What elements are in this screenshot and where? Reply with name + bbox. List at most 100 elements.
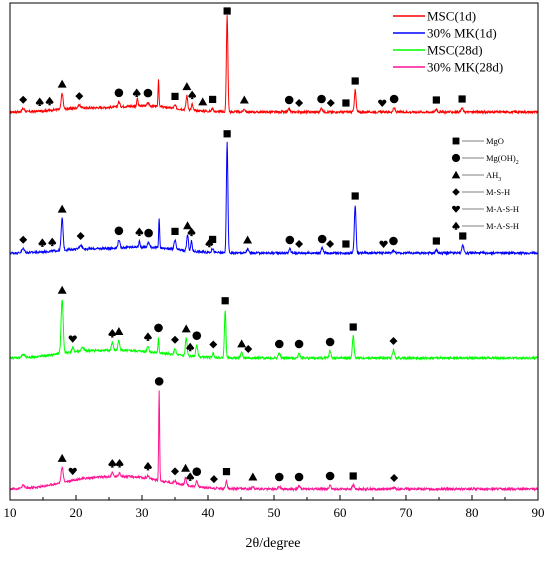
square-marker: [452, 137, 460, 145]
square-marker: [342, 99, 350, 107]
spade-marker: [132, 88, 141, 97]
heart-marker: [68, 467, 77, 476]
triangle-marker: [198, 97, 208, 106]
triangle-marker: [239, 95, 249, 104]
phase-marker-legend: MgO Mg(OH)2 AH3 M-S-H M-A-S-H M-A-S-H: [451, 136, 519, 231]
square-marker: [351, 192, 359, 200]
square-marker: [223, 130, 231, 138]
square-marker: [458, 95, 466, 103]
diamond-marker: [171, 467, 179, 476]
diamond-marker: [295, 98, 304, 107]
phase-legend-entry: Mg(OH)2: [451, 153, 519, 166]
circle-marker: [274, 472, 284, 482]
legend-entry: MSC(28d): [393, 43, 483, 58]
square-marker: [209, 235, 217, 244]
phase-legend-entry: MgO: [452, 136, 504, 146]
phase-legend-label: M-S-H: [486, 187, 510, 197]
diamond-marker: [19, 235, 28, 244]
spade-marker: [48, 237, 57, 247]
legend-entry: 30% MK(28d): [393, 60, 503, 75]
spade-marker: [45, 96, 54, 106]
x-axis-title: 2θ/degree: [246, 536, 301, 551]
circle-marker: [317, 94, 326, 104]
square-marker: [349, 323, 357, 331]
square-marker: [171, 227, 179, 235]
diamond-marker: [452, 188, 460, 196]
heart-marker: [452, 205, 460, 213]
circle-marker: [285, 235, 295, 245]
triangle-marker: [183, 221, 193, 230]
legend-label: 30% MK(1d): [427, 26, 497, 41]
legend-entry: 30% MK(1d): [393, 26, 497, 41]
x-tick-label: 60: [334, 505, 347, 520]
x-tick-label: 90: [532, 505, 545, 520]
triangle-marker: [114, 327, 124, 336]
circle-marker: [144, 228, 153, 238]
phase-legend-entry: M-S-H: [452, 187, 510, 197]
diamond-marker: [19, 95, 28, 104]
series-trace: [9, 390, 539, 493]
diamond-marker: [390, 474, 399, 482]
circle-marker: [325, 471, 335, 481]
triangle-marker: [451, 170, 461, 179]
phase-legend-label: MgO: [486, 136, 504, 146]
diamond-marker: [326, 240, 335, 248]
legend-label: 30% MK(28d): [427, 60, 503, 75]
spade-marker: [115, 458, 124, 468]
series-legend: MSC(1d) 30% MK(1d) MSC(28d) 30% MK(28d): [393, 9, 503, 75]
triangle-marker: [181, 463, 191, 472]
diamond-marker: [326, 99, 335, 107]
square-marker: [171, 92, 179, 100]
square-marker: [459, 232, 467, 240]
circle-marker: [154, 323, 163, 333]
x-tick-label: 10: [4, 505, 17, 520]
series-trace: [9, 299, 539, 361]
square-marker: [432, 96, 440, 104]
heart-marker: [68, 335, 77, 343]
spade-marker: [108, 328, 117, 338]
square-marker: [351, 77, 359, 85]
triangle-marker: [243, 235, 253, 244]
phase-legend-label: AH3: [486, 170, 501, 183]
circle-marker: [294, 472, 304, 482]
square-marker: [209, 95, 217, 104]
legend-label: MSC(28d): [427, 43, 483, 58]
spade-marker: [108, 459, 117, 468]
diamond-marker: [295, 239, 304, 248]
circle-marker: [192, 467, 202, 477]
spade-marker: [452, 221, 460, 230]
square-marker: [222, 468, 231, 476]
series-trace: [9, 15, 539, 115]
phase-legend-label: M-A-S-H: [486, 221, 519, 231]
phase-legend-subscript: 3: [498, 177, 501, 183]
spade-marker: [188, 90, 197, 100]
x-tick-label: 30: [136, 505, 149, 520]
diamond-marker: [75, 92, 84, 101]
x-tick-label: 70: [400, 505, 413, 520]
circle-marker: [317, 234, 327, 244]
triangle-marker: [57, 285, 67, 294]
diamond-marker: [389, 337, 398, 345]
spade-marker: [135, 227, 144, 236]
phase-legend-label: M-A-S-H: [486, 204, 519, 214]
square-marker: [221, 297, 229, 305]
spade-marker: [186, 472, 195, 481]
circle-marker: [389, 236, 398, 246]
circle-marker: [154, 377, 164, 386]
square-marker: [223, 7, 231, 15]
circle-marker: [294, 339, 304, 349]
x-tick-label: 50: [268, 505, 281, 520]
diamond-marker: [171, 335, 179, 344]
diamond-marker: [209, 340, 218, 349]
circle-marker: [451, 153, 461, 163]
diamond-marker: [209, 475, 218, 484]
spade-marker: [143, 332, 152, 341]
spade-marker: [38, 238, 47, 247]
diamond-marker: [244, 344, 253, 353]
circle-marker: [143, 88, 153, 98]
spade-marker: [186, 342, 195, 352]
phase-legend-label: Mg(OH)2: [486, 153, 519, 166]
circle-marker: [114, 88, 124, 98]
square-marker: [342, 240, 350, 248]
